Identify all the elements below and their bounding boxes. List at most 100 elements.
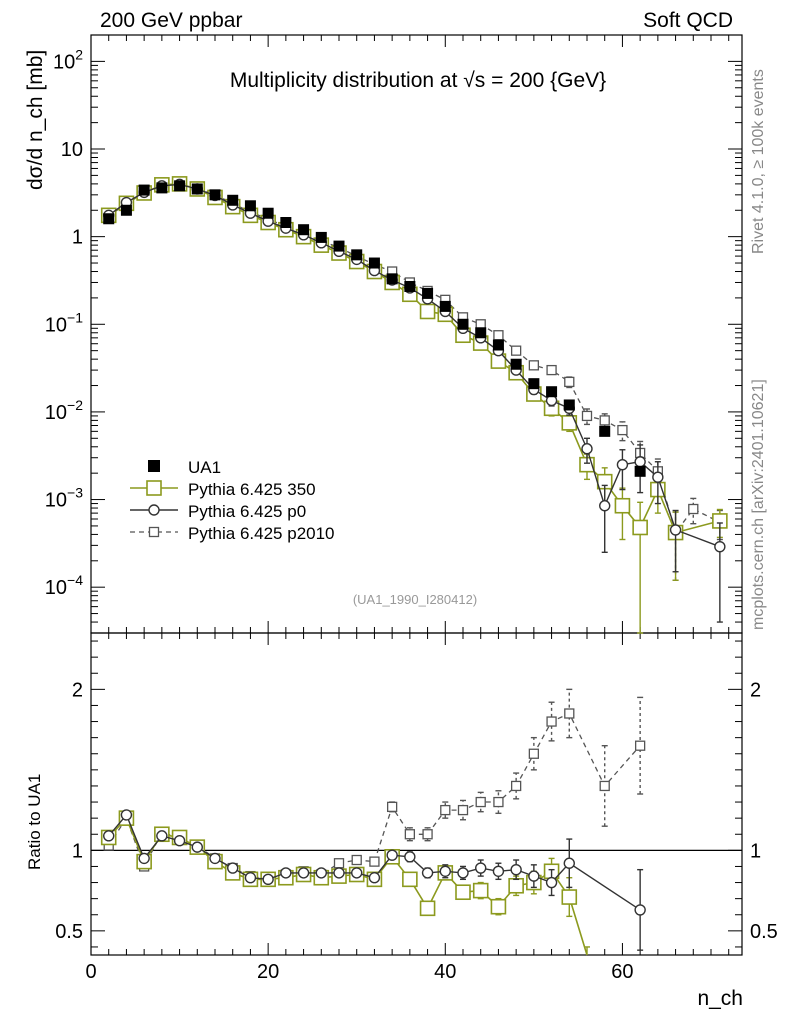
x-tick-label: 60 [611, 961, 633, 983]
ratio-series-2-marker [173, 834, 186, 847]
ratio-series-3-group [103, 688, 646, 885]
ratio-series-3-marker [369, 856, 380, 867]
ratio-series-2-marker [492, 865, 505, 877]
ua1-data-point [563, 399, 575, 411]
ratio-series-2-marker [457, 867, 469, 879]
ratio-series-3-marker [634, 740, 646, 751]
ua1-data-point [528, 378, 540, 390]
legend-label: Pythia 6.425 p2010 [188, 524, 335, 543]
series-2-marker [652, 471, 664, 483]
ratio-series-2-marker [156, 830, 168, 842]
ratio-series-1-line [108, 816, 588, 956]
main-frame [90, 34, 743, 634]
ratio-series-2-marker [280, 867, 292, 879]
analysis-tag: (UA1_1990_I280412) [353, 592, 477, 607]
y-tick-base: 10 [45, 490, 67, 512]
ua1-data-point [244, 200, 256, 212]
y-tick-base: 10 [61, 139, 83, 161]
ua1-data-point [404, 280, 416, 292]
ua1-data-point [103, 213, 115, 225]
ratio-series-3-marker [351, 854, 362, 866]
ua1-data-point [599, 425, 611, 437]
side-text-mcplots: mcplots.cern.ch [arXiv:2401.10621] [750, 379, 767, 630]
legend-marker [148, 504, 160, 516]
ratio-series-3-marker [386, 801, 398, 813]
ratio-series-2-marker [351, 867, 363, 879]
ratio-series-1-marker [419, 900, 436, 917]
series-3-marker [528, 360, 540, 371]
ratio-series-3-marker [457, 804, 469, 816]
ratio-series-3-marker [333, 858, 345, 869]
legend-marker [146, 480, 162, 496]
ratio-series-2-marker [262, 873, 274, 886]
y-tick-exponent: −2 [67, 397, 83, 413]
series-2-marker [581, 443, 593, 455]
ratio-series-2-line [108, 813, 641, 911]
series-2-marker [669, 524, 682, 536]
ratio-series-1-marker [455, 884, 471, 901]
ua1-data-point [156, 182, 168, 194]
ua1-data-point [315, 231, 327, 243]
series-3-marker [581, 410, 593, 422]
series-1-group [100, 176, 728, 634]
series-3-marker [493, 330, 504, 341]
ratio-series-2-marker [404, 851, 416, 863]
header-right: Soft QCD [643, 9, 733, 32]
series-3-marker [599, 415, 610, 426]
ratio-tick-label: 1 [72, 840, 83, 862]
ratio-series-2-marker [191, 841, 203, 853]
ratio-series-2-marker [563, 857, 575, 869]
series-1-marker [632, 519, 648, 536]
y-tick-base: 10 [45, 402, 67, 424]
ua1-data-point [475, 327, 487, 339]
ua1-data-point [439, 300, 451, 312]
y-tick-label: 102 [53, 46, 83, 73]
legend-label: Pythia 6.425 p0 [188, 502, 306, 521]
ua1-data-point [546, 386, 558, 398]
ratio-series-2-marker [510, 863, 522, 876]
ratio-series-2-marker [244, 872, 257, 884]
ua1-data-point [298, 224, 310, 236]
ua1-data-point [422, 287, 434, 299]
series-2-group [103, 178, 726, 623]
ratio-series-2-marker [227, 862, 239, 874]
ratio-series-2-group [103, 809, 646, 951]
ratio-series-3-marker [475, 796, 486, 808]
ua1-data-point [191, 183, 203, 195]
legend: UA1 Pythia 6.425 350 Pythia 6.425 p0 Pythia… [130, 458, 335, 543]
series-2-marker [599, 500, 611, 512]
ua1-data-point [457, 318, 469, 330]
ratio-series-2-marker [421, 867, 434, 879]
series-3-marker [688, 503, 699, 515]
ratio-tick-label-right: 2 [750, 679, 761, 701]
header-left: 200 GeV ppbar [100, 9, 242, 32]
ratio-series-1-marker [402, 871, 418, 888]
ratio-series-3-marker [493, 796, 504, 808]
ratio-series-2-marker [634, 904, 646, 916]
legend-marker-ua1 [148, 460, 160, 472]
ratio-series-3-marker [546, 716, 557, 727]
ratio-series-2-marker [528, 870, 540, 882]
series-3-marker [617, 424, 628, 436]
y-tick-exponent: −4 [67, 572, 83, 588]
ratio-series-2-marker [386, 849, 398, 861]
chart-title: Multiplicity distribution at √s = 200 {G… [230, 69, 606, 92]
ratio-series-3-marker [404, 829, 416, 840]
y-axis-label: dσ/d n_ch [mb] [24, 50, 47, 190]
y-tick-base: 10 [45, 314, 67, 336]
x-tick-label: 20 [257, 961, 279, 983]
legend-label: UA1 [188, 458, 221, 477]
ua1-data-point [634, 465, 646, 477]
ratio-series-3-marker [510, 780, 522, 792]
series-1-marker [614, 497, 631, 514]
y-tick-label: 10−4 [45, 572, 83, 599]
y-tick-base: 1 [72, 227, 83, 249]
ua1-data-point [492, 339, 504, 351]
ratio-tick-label-right: 0.5 [750, 921, 778, 943]
ua1-data-point [351, 249, 363, 261]
ratio-series-3-marker [528, 748, 540, 759]
ua1-data-point [386, 273, 398, 285]
series-2-marker [616, 458, 629, 471]
legend-label: Pythia 6.425 350 [188, 480, 316, 499]
